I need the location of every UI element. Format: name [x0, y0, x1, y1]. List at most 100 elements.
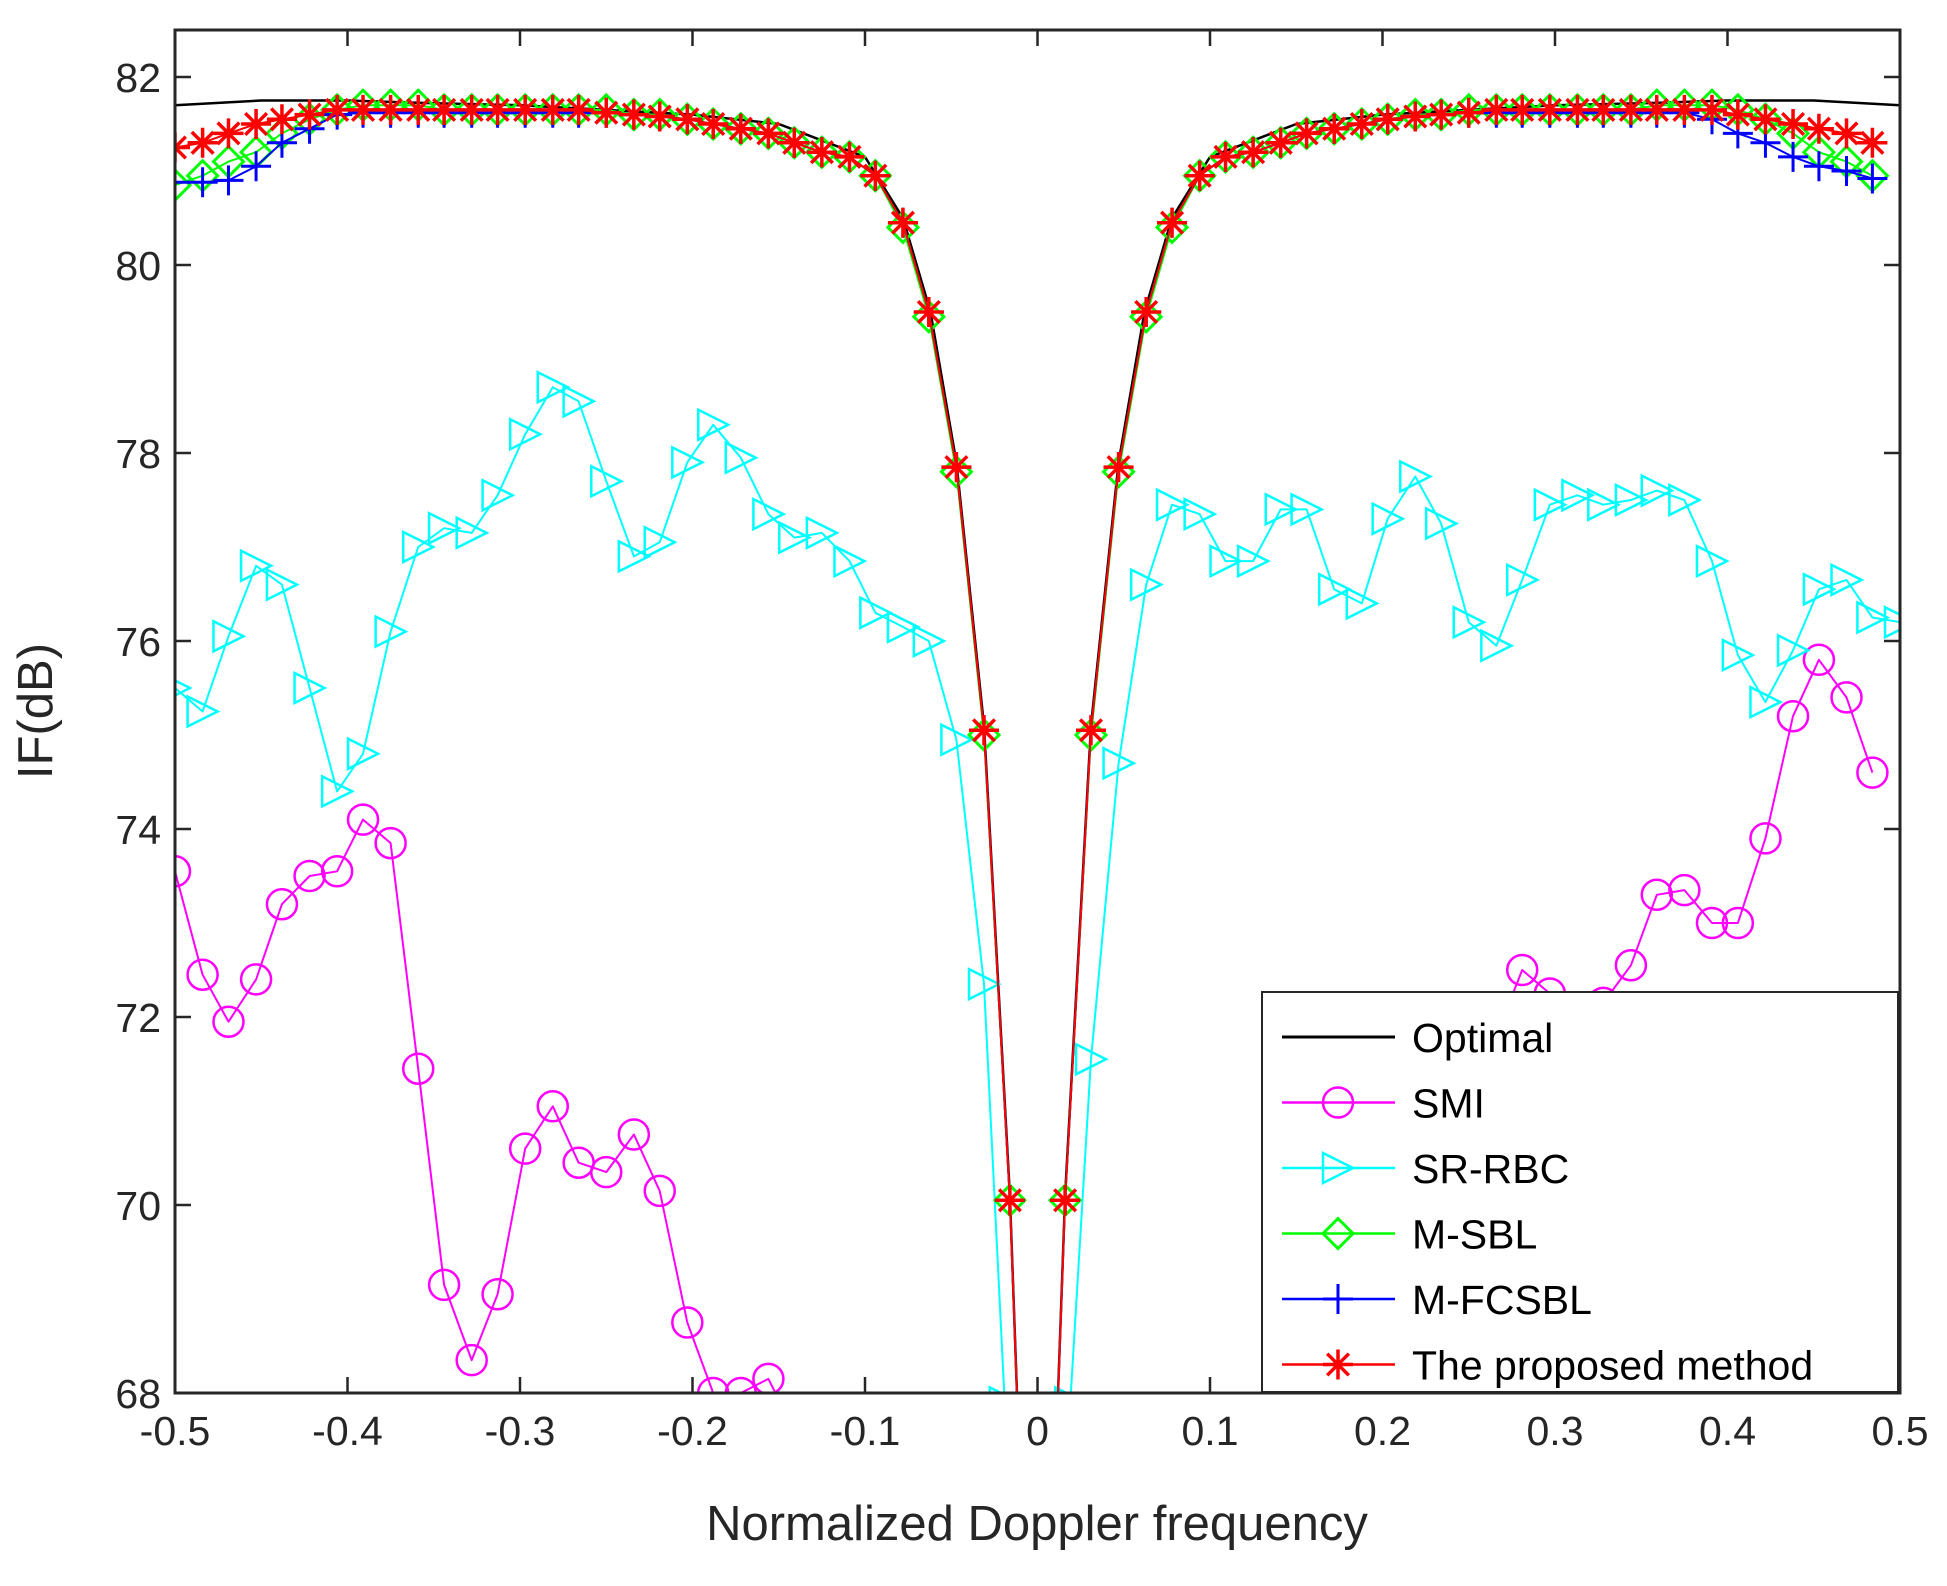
data-point: [698, 109, 729, 139]
data-point: [1778, 141, 1809, 172]
data-point: [1155, 487, 1190, 522]
data-point: [1857, 163, 1888, 194]
data-point: [293, 670, 328, 706]
y-tick-label: 70: [115, 1183, 161, 1229]
x-tick-label: -0.4: [312, 1408, 383, 1454]
data-point: [429, 94, 460, 125]
data-point: [1614, 482, 1649, 518]
data-point: [187, 167, 218, 198]
legend-label: M-SBL: [1412, 1212, 1537, 1258]
data-point: [671, 445, 706, 480]
data-point: [1371, 501, 1406, 536]
data-point: [375, 94, 406, 125]
x-tick-label: 0.3: [1527, 1408, 1584, 1454]
data-point: [1695, 544, 1730, 579]
data-point: [320, 774, 355, 809]
data-point: [913, 297, 944, 327]
data-point: [187, 127, 218, 158]
data-point: [213, 165, 244, 196]
data-point: [1346, 109, 1377, 139]
data-point: [1588, 94, 1619, 125]
data-point: [753, 118, 784, 149]
x-tick-label: 0: [1026, 1408, 1049, 1454]
data-point: [563, 94, 594, 125]
y-tick-label: 76: [115, 619, 161, 665]
data-point: [374, 826, 407, 860]
legend-marker: [1321, 1086, 1355, 1119]
data-point: [1291, 118, 1322, 149]
data-point: [806, 137, 837, 168]
y-tick-label: 72: [115, 995, 161, 1041]
data-point: [508, 417, 543, 452]
data-point: [860, 160, 891, 191]
data-point: [1345, 586, 1380, 621]
data-point: [618, 99, 649, 130]
data-point: [590, 464, 625, 499]
data-point: [239, 963, 273, 996]
data-point: [1505, 953, 1539, 987]
data-point: [617, 1118, 651, 1151]
data-point: [696, 1376, 730, 1393]
legend-entry: M-FCSBL: [1282, 1277, 1592, 1323]
data-point: [212, 1005, 245, 1038]
legend-label: SMI: [1412, 1081, 1485, 1127]
legend: Optimal SMI SR-RBC M-SBL M-FCSBL The proposed…: [1261, 991, 1899, 1393]
data-point: [213, 118, 244, 149]
data-point: [1831, 118, 1862, 149]
legend-entry: The proposed method: [1282, 1343, 1813, 1389]
data-point: [1157, 207, 1188, 238]
data-point: [1481, 94, 1512, 125]
data-point: [1319, 113, 1350, 144]
data-point: [175, 855, 192, 888]
data-point: [1831, 156, 1862, 186]
ticks-layer: -0.5 -0.4 -0.3 -0.2 -0.1 0 0.1 0.2 0.3 0.4 0.5 68 70…: [115, 30, 1929, 1454]
data-point: [643, 1174, 676, 1208]
data-point: [617, 539, 652, 574]
data-point: [537, 94, 568, 125]
data-point: [1803, 113, 1834, 144]
data-point: [752, 497, 787, 532]
data-point: [320, 855, 354, 888]
legend-entry: SR-RBC: [1282, 1146, 1569, 1192]
x-axis-label: Normalized Doppler frequency: [706, 1497, 1368, 1551]
legend-label: SR-RBC: [1412, 1146, 1569, 1192]
data-point: [536, 370, 571, 405]
data-point: [1129, 567, 1164, 602]
y-tick-label: 68: [115, 1371, 161, 1417]
data-point: [241, 109, 272, 139]
legend-label: The proposed method: [1412, 1343, 1813, 1389]
data-point: [1103, 452, 1134, 483]
data-point: [455, 515, 490, 550]
data-point: [859, 595, 894, 630]
data-point: [1426, 99, 1457, 130]
data-point: [481, 478, 516, 513]
data-point: [1668, 873, 1701, 907]
x-tick-label: 0.1: [1182, 1408, 1239, 1454]
legend-label: M-FCSBL: [1412, 1277, 1592, 1323]
data-point: [805, 515, 840, 550]
data-point: [427, 511, 462, 546]
data-point: [1184, 160, 1215, 191]
data-point: [1399, 459, 1434, 494]
data-point: [1750, 104, 1781, 135]
data-point: [1749, 685, 1784, 720]
data-point: [401, 529, 437, 565]
data-point: [322, 94, 353, 125]
data-point: [175, 167, 193, 203]
x-tick-label: -0.2: [657, 1408, 728, 1454]
data-point: [671, 1306, 704, 1339]
legend-entry: Optimal: [1282, 1015, 1553, 1061]
y-axis-label: IF(dB): [9, 643, 63, 779]
x-tick-label: 0.4: [1699, 1408, 1756, 1454]
data-point: [401, 1052, 435, 1085]
data-point: [455, 1343, 488, 1377]
legend-entry: SMI: [1282, 1081, 1485, 1127]
data-point: [672, 104, 703, 135]
data-point: [1587, 487, 1622, 522]
data-point: [644, 101, 675, 132]
data-point: [346, 803, 380, 836]
data-point: [1669, 94, 1700, 125]
data-point: [294, 99, 325, 130]
data-point: [456, 94, 487, 125]
